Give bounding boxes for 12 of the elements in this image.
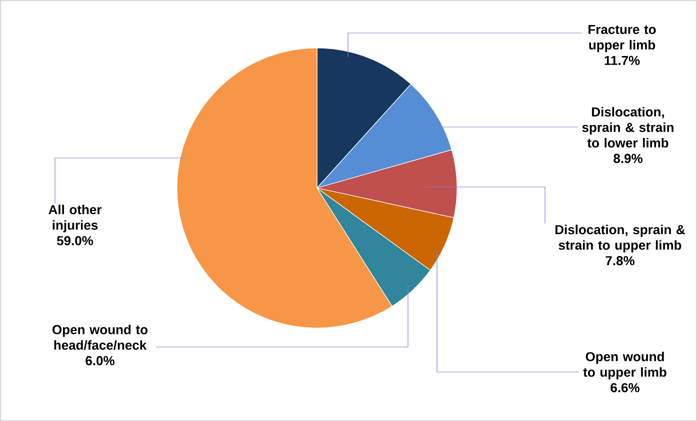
- data-label: 8.9%: [614, 154, 642, 164]
- slice-label: Fracture to upper limb: [588, 24, 656, 52]
- data-label: 6.6%: [610, 383, 640, 392]
- slice-label: Dislocation, sprain & strain to upper limb: [555, 224, 685, 252]
- data-label: 6.0%: [86, 356, 114, 366]
- data-label: 59.0%: [56, 236, 94, 246]
- data-label: 7.8%: [606, 256, 634, 266]
- slice-label: All other injuries: [48, 204, 102, 232]
- slice-label: Open wound to upper limb: [583, 352, 666, 380]
- slice-label: Open wound to head/face/neck: [52, 324, 148, 350]
- slice-label: Dislocation, sprain & strain to lower limb: [582, 106, 674, 148]
- data-label: 11.7%: [604, 56, 640, 66]
